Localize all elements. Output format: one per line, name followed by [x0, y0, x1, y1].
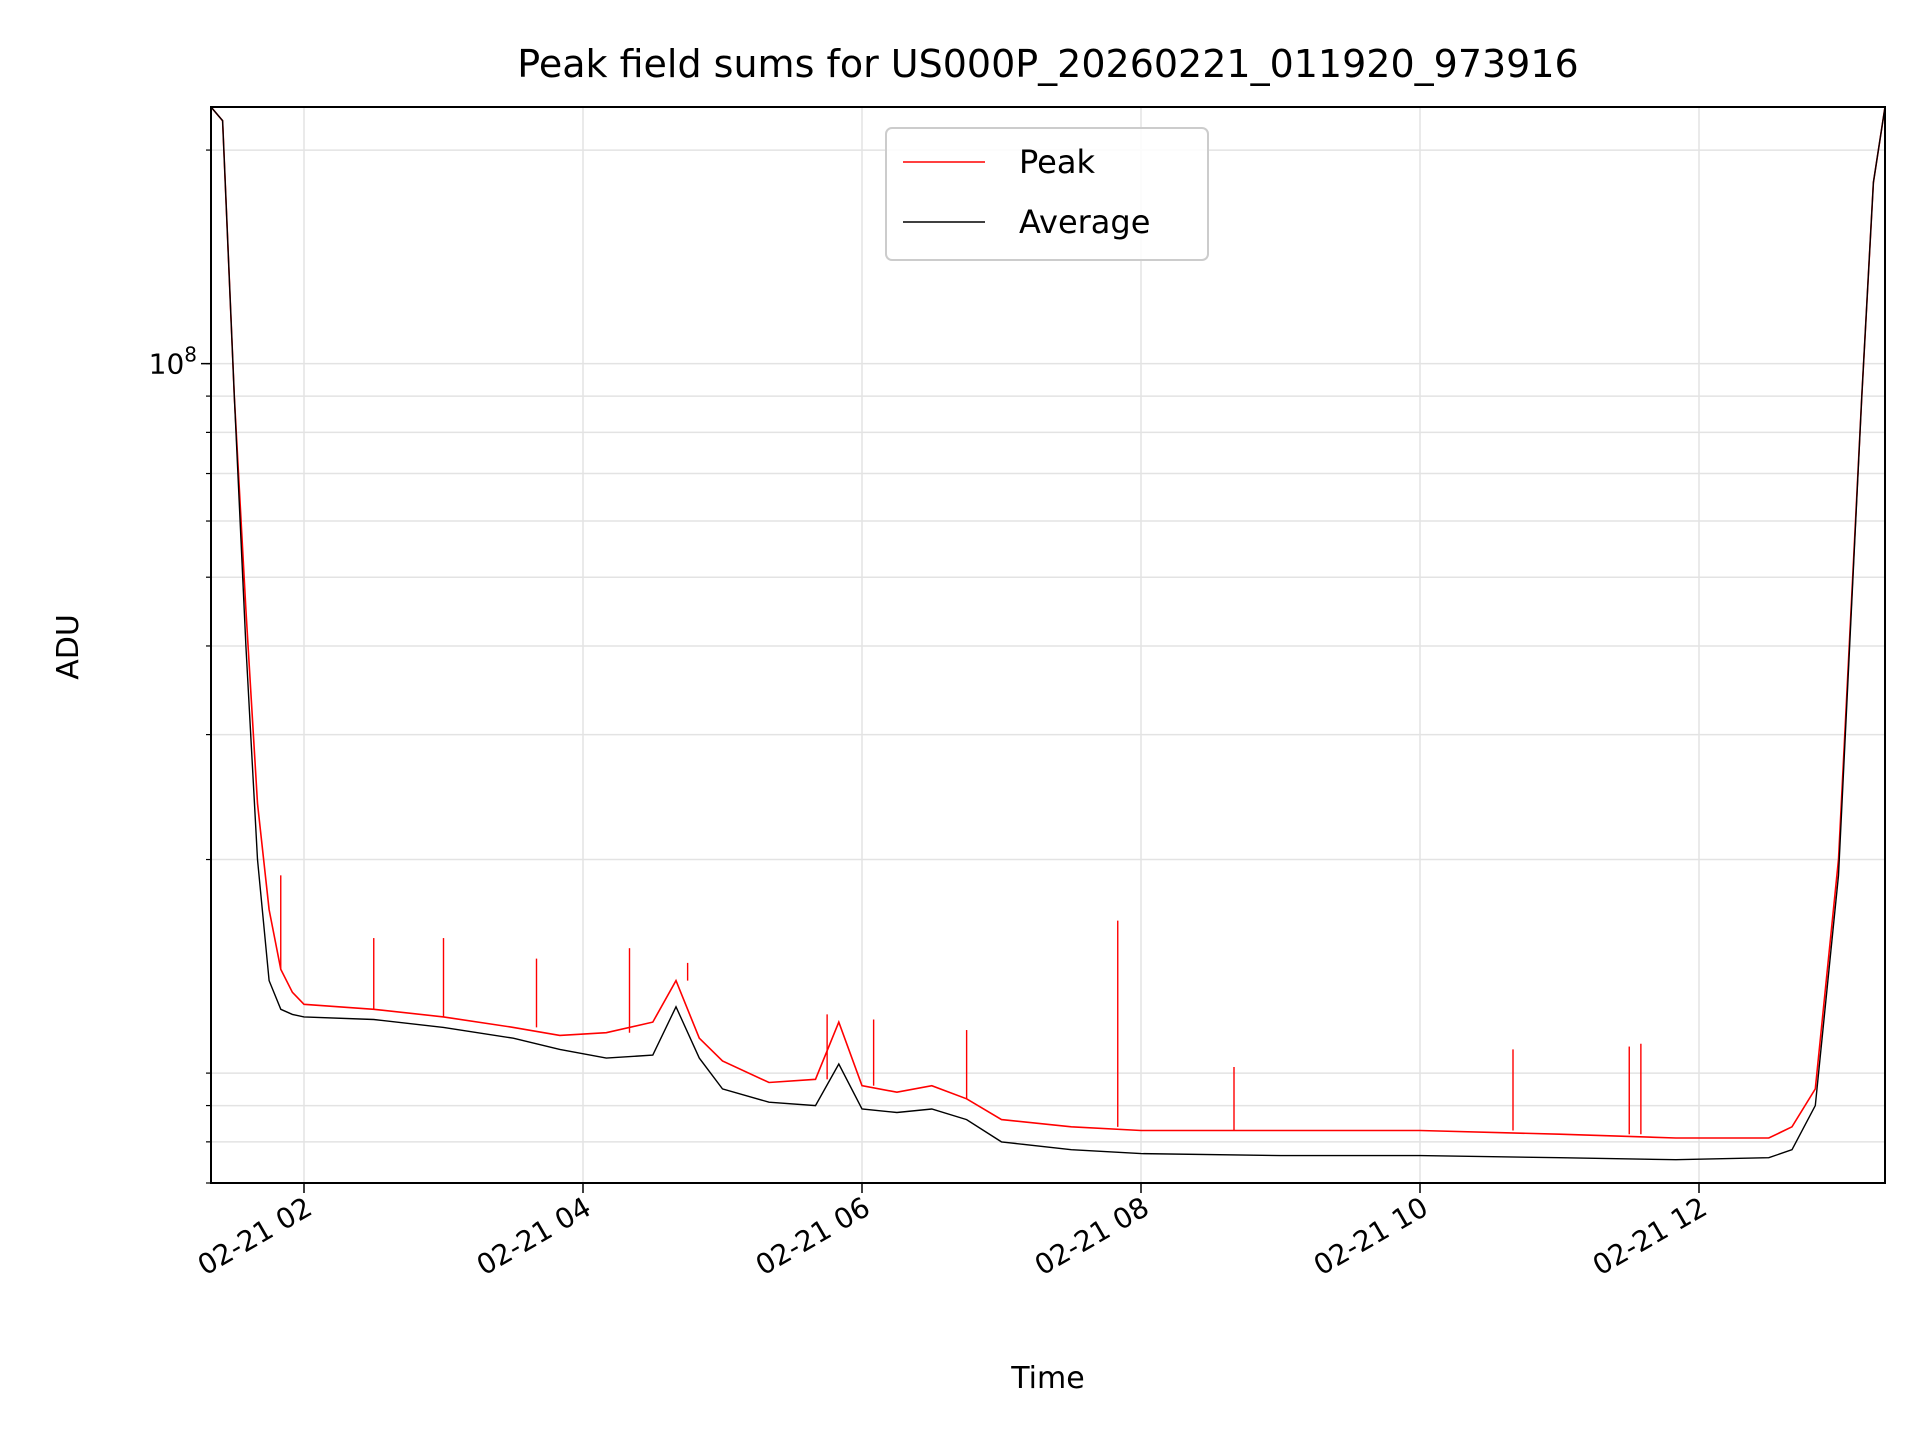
plot-frame	[210, 106, 1886, 1184]
y-tick-label: 108	[149, 343, 197, 381]
legend-label-peak: Peak	[1019, 143, 1095, 181]
grid	[211, 107, 1885, 1184]
series-line-peak	[211, 107, 1885, 1139]
series-line-average	[211, 107, 1885, 1161]
chart-title: Peak field sums for US000P_20260221_0119…	[517, 42, 1578, 86]
plot-area	[211, 107, 1885, 1161]
y-axis-label: ADU	[51, 614, 86, 680]
legend-box	[885, 127, 1209, 261]
legend: Peak Average	[885, 127, 1209, 261]
legend-label-average: Average	[1019, 203, 1150, 241]
x-axis-label: Time	[1010, 1361, 1084, 1396]
